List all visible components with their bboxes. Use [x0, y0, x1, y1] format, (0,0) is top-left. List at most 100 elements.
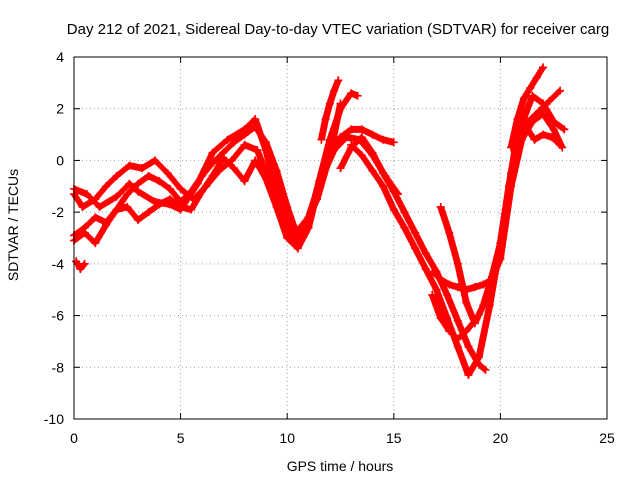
y-tick-label: 0: [56, 152, 64, 168]
data-point: [545, 96, 554, 105]
data-point: [524, 117, 533, 126]
data-point: [475, 352, 484, 361]
data-point: [470, 316, 479, 325]
data-point: [240, 130, 249, 139]
y-tick-label: -2: [52, 204, 65, 220]
data-point: [72, 257, 81, 266]
data-point: [342, 133, 351, 142]
data-point: [443, 290, 452, 299]
data-point: [304, 223, 313, 232]
data-point: [539, 109, 548, 118]
y-tick-label: -10: [44, 411, 64, 427]
data-point: [539, 130, 548, 139]
data-point: [453, 334, 462, 343]
series-track-5: [336, 133, 490, 374]
data-point: [428, 290, 437, 299]
data-point: [556, 86, 565, 95]
data-point: [347, 125, 356, 134]
data-point: [214, 166, 223, 175]
data-point: [144, 208, 153, 217]
x-tick-label: 25: [599, 430, 615, 446]
series-track-13: [317, 76, 343, 144]
data-point: [479, 301, 488, 310]
data-point: [91, 195, 100, 204]
y-tick-label: -8: [52, 359, 65, 375]
data-point: [368, 130, 377, 139]
data-point: [507, 182, 516, 191]
data-point: [462, 327, 471, 336]
data-point: [445, 228, 454, 237]
data-point: [436, 275, 445, 284]
data-point: [112, 205, 121, 214]
data-point: [445, 280, 454, 289]
x-tick-label: 0: [70, 430, 78, 446]
data-point: [445, 327, 454, 336]
data-point: [334, 76, 343, 85]
data-point: [266, 179, 275, 188]
data-point: [283, 234, 292, 242]
data-point: [176, 184, 185, 193]
data-point: [155, 177, 164, 186]
data-point: [464, 342, 473, 351]
data-point: [336, 104, 345, 113]
data-point: [155, 200, 164, 209]
data-point: [325, 99, 334, 108]
data-point: [80, 228, 89, 237]
data-point: [272, 166, 281, 175]
data-point: [379, 182, 388, 191]
data-point: [229, 138, 238, 147]
data-point: [176, 202, 185, 211]
data-point: [240, 177, 249, 186]
series-track-12: [72, 257, 89, 274]
y-tick-label: 2: [56, 101, 64, 117]
data-point: [526, 84, 535, 93]
data-point: [481, 365, 490, 374]
data-point: [91, 239, 100, 248]
series-track-11: [513, 86, 565, 144]
data-point-markers: [337, 133, 489, 374]
data-point: [549, 125, 558, 134]
data-point: [347, 140, 356, 149]
data-point: [519, 94, 528, 103]
data-point: [321, 115, 330, 124]
data-point: [357, 133, 366, 142]
data-point: [330, 146, 339, 155]
data-point: [261, 138, 270, 147]
data-point: [219, 153, 228, 162]
data-point: [133, 187, 142, 196]
data-point: [123, 190, 132, 199]
data-point: [163, 169, 172, 178]
data-point: [379, 169, 388, 178]
data-point: [530, 135, 539, 144]
data-point: [432, 285, 441, 294]
data-point: [293, 244, 302, 253]
chart-title: Day 212 of 2021, Sidereal Day-to-day VTE…: [67, 21, 609, 38]
data-point: [223, 135, 232, 144]
data-point: [240, 140, 249, 149]
data-point: [357, 125, 366, 134]
data-point: [389, 138, 398, 147]
data-point: [462, 285, 471, 294]
data-point: [208, 159, 217, 168]
data-point: [347, 89, 356, 98]
data-point: [513, 135, 522, 144]
data-point: [123, 202, 132, 211]
data-point: [101, 221, 110, 230]
data-point: [379, 135, 388, 144]
data-point: [389, 187, 398, 196]
data-point: [133, 215, 142, 224]
data-point: [400, 208, 409, 217]
data-point: [251, 122, 260, 131]
data-point: [138, 164, 147, 173]
data-point: [304, 213, 313, 222]
plot-frame: [73, 56, 608, 420]
data-point: [528, 91, 537, 100]
data-point: [330, 86, 339, 95]
data-point: [95, 202, 104, 211]
data-point: [208, 148, 217, 157]
x-tick-label: 10: [279, 430, 295, 446]
data-point: [507, 143, 516, 152]
data-point: [464, 371, 473, 380]
data-point: [453, 316, 462, 325]
